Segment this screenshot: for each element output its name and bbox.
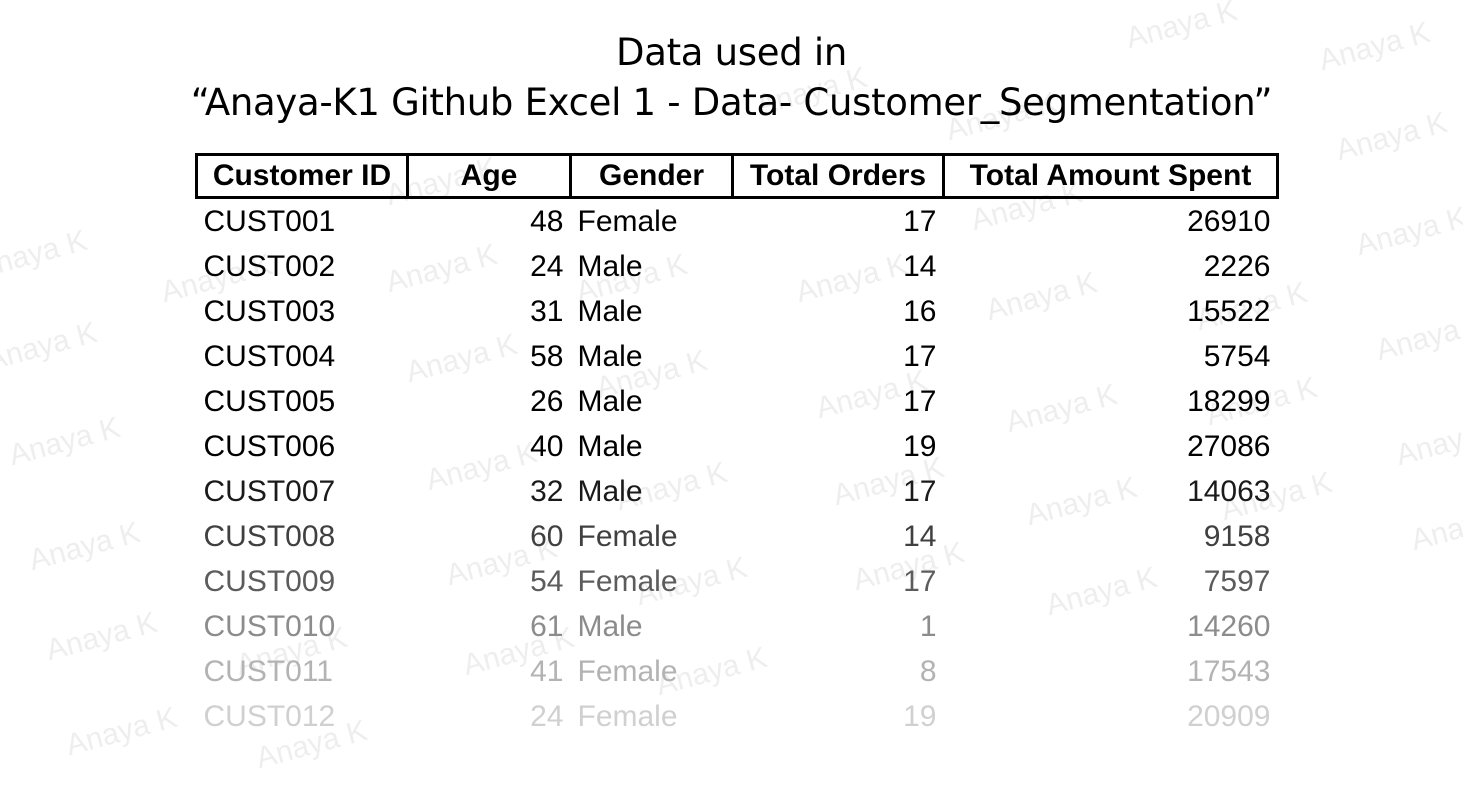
cell-gender: Male xyxy=(577,429,643,463)
table-row: CUST010 61 Male 1 14260 xyxy=(197,604,1278,649)
cell-total-amount-spent: 15522 xyxy=(1187,294,1271,328)
column-header-gender: Gender xyxy=(569,153,734,199)
table-row: CUST012 24 Female 19 20909 xyxy=(197,694,1278,739)
column-header-total-orders: Total Orders xyxy=(731,153,945,199)
cell-total-orders: 17 xyxy=(903,384,937,418)
table-row: CUST001 48 Female 17 26910 xyxy=(197,198,1278,245)
watermark-text: Anaya K xyxy=(1372,306,1463,368)
cell-customer-id: CUST006 xyxy=(203,429,336,463)
cell-total-amount-spent: 14260 xyxy=(1187,609,1271,643)
page-title: Data used in “Anaya-K1 Github Excel 1 - … xyxy=(0,28,1463,128)
cell-age: 41 xyxy=(530,654,564,688)
table-row: CUST002 24 Male 14 2226 xyxy=(197,244,1278,289)
cell-total-amount-spent: 14063 xyxy=(1187,474,1271,508)
table-row: CUST003 31 Male 16 15522 xyxy=(197,289,1278,334)
cell-gender: Female xyxy=(577,654,678,688)
cell-total-orders: 19 xyxy=(903,699,937,733)
cell-total-amount-spent: 5754 xyxy=(1203,339,1271,373)
table-row: CUST007 32 Male 17 14063 xyxy=(197,469,1278,514)
cell-customer-id: CUST011 xyxy=(203,654,334,688)
cell-customer-id: CUST012 xyxy=(203,699,336,733)
cell-age: 26 xyxy=(530,384,564,418)
cell-total-amount-spent: 18299 xyxy=(1187,384,1271,418)
cell-age: 40 xyxy=(530,429,564,463)
cell-total-orders: 1 xyxy=(919,609,937,643)
cell-customer-id: CUST004 xyxy=(203,339,336,373)
cell-age: 60 xyxy=(530,519,564,553)
watermark-text: Anaya K xyxy=(0,315,101,378)
table-row: CUST008 60 Female 14 9158 xyxy=(197,514,1278,559)
cell-total-orders: 8 xyxy=(919,654,937,688)
cell-total-orders: 16 xyxy=(903,294,937,328)
cell-age: 31 xyxy=(530,294,564,328)
cell-customer-id: CUST001 xyxy=(203,204,336,238)
cell-total-amount-spent: 20909 xyxy=(1187,699,1271,733)
cell-total-amount-spent: 2226 xyxy=(1203,249,1271,283)
cell-gender: Male xyxy=(577,609,643,643)
cell-customer-id: CUST002 xyxy=(203,249,336,283)
cell-total-amount-spent: 26910 xyxy=(1187,204,1271,238)
table-row: CUST006 40 Male 19 27086 xyxy=(197,424,1278,469)
watermark-text: Anaya K xyxy=(0,223,91,286)
cell-gender: Male xyxy=(577,339,643,373)
cell-total-orders: 14 xyxy=(903,519,937,553)
customer-data-table: Customer ID Age Gender Total Orders Tota… xyxy=(195,153,1279,739)
cell-total-orders: 14 xyxy=(903,249,937,283)
column-header-age: Age xyxy=(406,153,572,199)
cell-customer-id: CUST007 xyxy=(203,474,336,508)
cell-total-orders: 17 xyxy=(903,204,937,238)
cell-gender: Male xyxy=(577,384,643,418)
cell-gender: Male xyxy=(577,294,643,328)
table-row: CUST005 26 Male 17 18299 xyxy=(197,379,1278,424)
cell-age: 61 xyxy=(530,609,564,643)
cell-customer-id: CUST005 xyxy=(203,384,336,418)
table-row: CUST009 54 Female 17 7597 xyxy=(197,559,1278,604)
cell-total-orders: 17 xyxy=(903,474,937,508)
watermark-text: Anaya K xyxy=(25,515,144,578)
cell-customer-id: CUST003 xyxy=(203,294,336,328)
cell-age: 24 xyxy=(530,699,564,733)
cell-customer-id: CUST008 xyxy=(203,519,336,553)
cell-age: 54 xyxy=(530,564,564,598)
cell-total-orders: 19 xyxy=(903,429,937,463)
cell-total-amount-spent: 17543 xyxy=(1187,654,1271,688)
cell-gender: Female xyxy=(577,564,678,598)
watermark-text: Anaya K xyxy=(62,700,181,763)
cell-age: 32 xyxy=(530,474,564,508)
cell-total-orders: 17 xyxy=(903,564,937,598)
watermark-text: Anaya K xyxy=(42,605,161,668)
cell-gender: Female xyxy=(577,204,678,238)
table-body: CUST001 48 Female 17 26910 CUST002 24 Male 14 222… xyxy=(197,198,1278,740)
title-line-1: Data used in xyxy=(616,31,847,74)
table-header: Customer ID Age Gender Total Orders Tota… xyxy=(195,153,1279,199)
header-row: Customer ID Age Gender Total Orders Tota… xyxy=(195,153,1279,199)
title-line-2: “Anaya-K1 Github Excel 1 - Data- Custome… xyxy=(190,81,1273,124)
cell-gender: Male xyxy=(577,474,643,508)
column-header-total-amount-spent: Total Amount Spent xyxy=(942,153,1279,199)
cell-total-amount-spent: 9158 xyxy=(1203,519,1271,553)
cell-age: 48 xyxy=(530,204,564,238)
watermark-text: Anaya K xyxy=(1352,200,1463,263)
cell-age: 58 xyxy=(530,339,564,373)
table-row: CUST004 58 Male 17 5754 xyxy=(197,334,1278,379)
cell-customer-id: CUST009 xyxy=(203,564,336,598)
cell-gender: Female xyxy=(577,519,678,553)
watermark-text: Anaya K xyxy=(1407,496,1463,558)
cell-gender: Female xyxy=(577,699,678,733)
watermark-text: Anaya K xyxy=(5,410,124,473)
cell-age: 24 xyxy=(530,249,564,283)
table-row: CUST011 41 Female 8 17543 xyxy=(197,649,1278,694)
cell-total-amount-spent: 7597 xyxy=(1203,564,1271,598)
cell-gender: Male xyxy=(577,249,643,283)
cell-total-orders: 17 xyxy=(903,339,937,373)
cell-customer-id: CUST010 xyxy=(203,609,336,643)
column-header-customer-id: Customer ID xyxy=(195,153,409,199)
cell-total-amount-spent: 27086 xyxy=(1187,429,1271,463)
watermark-text: Anaya K xyxy=(1392,411,1463,473)
